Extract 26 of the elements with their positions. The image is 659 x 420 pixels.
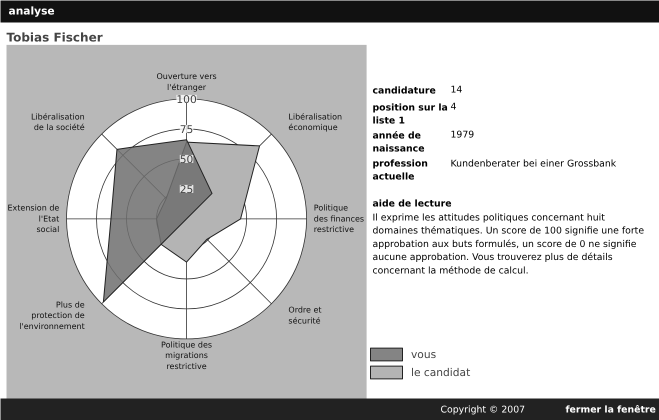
- y-tick-label: 50: [180, 152, 194, 166]
- text: 1979: [450, 130, 474, 140]
- text: 4: [450, 102, 456, 112]
- spoke-label: Ordre et sécurité: [288, 306, 322, 326]
- y-tick-label: 75: [180, 122, 194, 136]
- y-tick-label: 25: [180, 182, 194, 196]
- text: Copyright © 2007: [440, 404, 526, 416]
- text: profession actuelle: [372, 158, 428, 183]
- text: candidature: [372, 86, 436, 96]
- text: 14: [450, 84, 462, 96]
- text: Il exprime les attitudes politiques concernant huit domaines thématiques. Un score de 100 signifie une forte approbation aux buts formulés, un score de 0 ne signifie aucune approbation. Vous trouverez plus de détails concernant la méthode de calcul.: [372, 212, 644, 276]
- legend-label: vous: [411, 348, 436, 360]
- spoke-label: Politique des finances restrictive: [314, 204, 364, 234]
- text: fermer la fenêtre: [566, 404, 656, 416]
- text: aide de lecture: [372, 198, 452, 210]
- legend-label: le candidat: [411, 366, 470, 378]
- spoke-label: Libéralisation économique: [288, 112, 342, 132]
- spoke-label: Extension de l'Etat social: [8, 204, 60, 234]
- spoke-label: Politique des migrations restrictive: [161, 340, 212, 371]
- chart-title: Tobias Fischer: [6, 30, 103, 44]
- spoke-label: Plus de protection de l'environnement: [19, 300, 85, 331]
- text: analyse: [8, 4, 55, 18]
- text: Kundenberater bei einer Grossbank: [450, 158, 617, 170]
- spoke-label: Ouverture vers l'étranger: [156, 72, 217, 92]
- spoke-label: Libéralisation de la société: [30, 112, 85, 132]
- y-tick-label: 100: [176, 92, 197, 106]
